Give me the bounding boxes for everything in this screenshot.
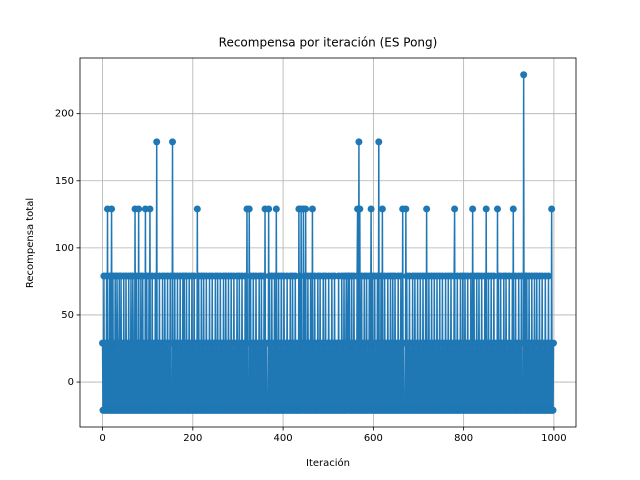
data-point <box>272 205 280 213</box>
data-point <box>265 205 273 213</box>
data-point <box>451 205 459 213</box>
x-tick-label: 600 <box>364 433 383 444</box>
ticks: 0 200 400 600 800 1000 0 50 100 150 200 <box>55 109 567 444</box>
data-point <box>241 272 249 280</box>
data-point <box>169 138 177 146</box>
y-tick-label: 50 <box>61 310 74 321</box>
data-point <box>355 138 363 146</box>
y-tick-label: 0 <box>68 377 74 388</box>
data-point <box>423 205 431 213</box>
y-tick-label: 100 <box>55 243 74 254</box>
data-point <box>135 205 143 213</box>
data-point <box>378 205 386 213</box>
data-point <box>482 205 490 213</box>
data-point <box>469 205 477 213</box>
data-point <box>351 339 359 347</box>
x-axis-label: Iteración <box>306 457 350 469</box>
chart-title: Recompensa por iteración (ES Pong) <box>219 36 438 50</box>
data-point <box>146 205 154 213</box>
data-point <box>493 205 501 213</box>
data-point <box>397 272 405 280</box>
data-point <box>356 205 364 213</box>
data-point <box>548 205 556 213</box>
data-point <box>260 272 268 280</box>
data-point <box>108 205 116 213</box>
x-tick-label: 400 <box>274 433 293 444</box>
plot-area <box>99 71 557 414</box>
data-point <box>509 205 517 213</box>
data-point <box>544 272 552 280</box>
x-tick-label: 800 <box>454 433 473 444</box>
data-point <box>516 339 524 347</box>
axes-frame <box>79 57 577 428</box>
data-point <box>402 205 410 213</box>
x-tick-label: 200 <box>183 433 202 444</box>
x-tick-label: 1000 <box>541 433 566 444</box>
data-point <box>193 205 201 213</box>
data-point <box>302 205 310 213</box>
data-point <box>549 339 557 347</box>
data-point <box>367 205 375 213</box>
data-point <box>308 205 316 213</box>
data-point <box>549 406 557 414</box>
data-point <box>375 138 383 146</box>
data-point <box>153 138 161 146</box>
x-tick-label: 0 <box>99 433 105 444</box>
data-point <box>245 205 253 213</box>
data-point <box>293 339 301 347</box>
data-point <box>520 71 528 79</box>
y-tick-label: 200 <box>55 109 74 120</box>
y-tick-label: 150 <box>55 176 74 187</box>
y-axis-label: Recompensa total <box>25 198 36 288</box>
